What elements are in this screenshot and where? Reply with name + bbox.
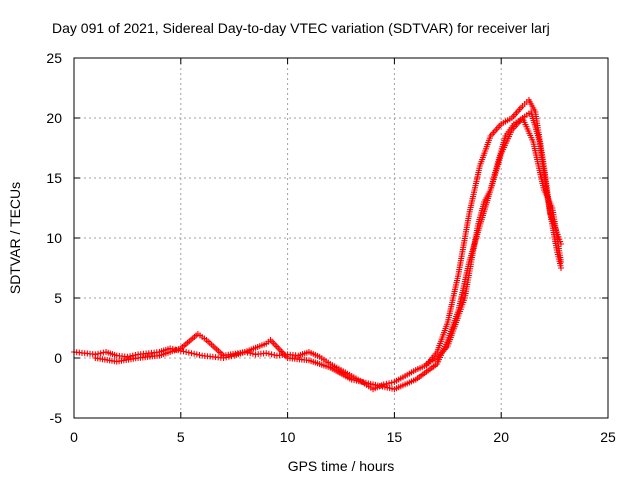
grid — [74, 58, 608, 418]
data-point — [263, 350, 270, 357]
data-point — [127, 353, 134, 360]
data-point — [196, 352, 203, 358]
data-point — [268, 351, 275, 358]
data-point — [271, 352, 278, 358]
data-point — [180, 348, 187, 355]
y-tick-label: 25 — [46, 50, 62, 66]
data-point — [265, 350, 272, 357]
data-point — [249, 350, 256, 357]
x-tick-label: 10 — [280, 429, 296, 445]
chart-title: Day 091 of 2021, Sidereal Day-to-day VTE… — [52, 20, 550, 36]
x-tick-label: 20 — [493, 429, 509, 445]
series-track-tertiary — [423, 109, 565, 367]
series-track-main — [71, 97, 565, 393]
data-point — [193, 351, 200, 358]
data-point — [247, 350, 254, 357]
y-tick-label: 20 — [46, 110, 62, 126]
data-point — [129, 352, 136, 359]
data-point — [388, 379, 395, 386]
x-axis-label: GPS time / hours — [288, 458, 395, 474]
data-point — [191, 350, 198, 357]
data-points — [71, 97, 565, 393]
x-tick-label: 15 — [387, 429, 403, 445]
data-point — [188, 350, 195, 357]
data-point — [383, 380, 390, 387]
y-tick-label: -5 — [50, 410, 63, 426]
data-point — [185, 349, 192, 356]
tick-labels: 0 5 10 15 20 25 -5 0 5 10 15 20 25 — [46, 50, 616, 445]
y-tick-label: 10 — [46, 230, 62, 246]
x-tick-label: 25 — [600, 429, 616, 445]
plot-frame — [73, 57, 609, 419]
data-point — [183, 349, 190, 355]
data-point — [124, 353, 131, 360]
data-point — [558, 265, 565, 271]
x-tick-label: 0 — [70, 429, 78, 445]
data-point — [97, 350, 104, 357]
y-tick-label: 0 — [54, 350, 62, 366]
x-tick-label: 5 — [177, 429, 185, 445]
y-tick-label: 5 — [54, 290, 62, 306]
y-axis-label: SDTVAR / TECUs — [7, 182, 23, 294]
data-point — [386, 380, 393, 387]
y-tick-label: 15 — [46, 170, 62, 186]
